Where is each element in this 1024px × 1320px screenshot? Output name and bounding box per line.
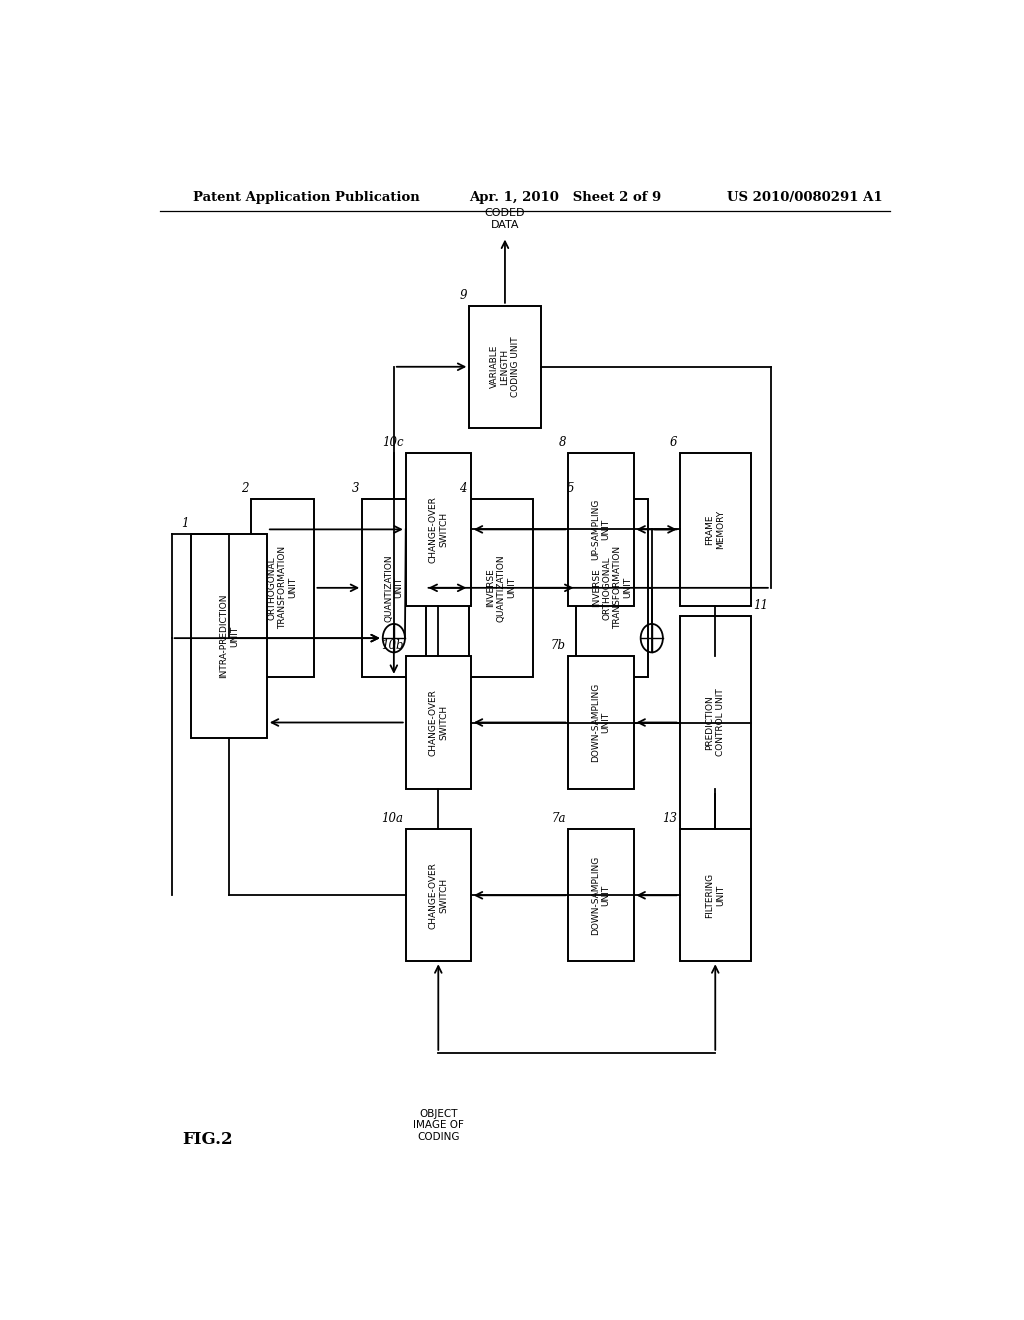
Bar [680, 829, 751, 961]
Text: FILTERING
UNIT: FILTERING UNIT [706, 873, 725, 917]
Bar [469, 499, 532, 677]
Text: INTRA-PREDICTION
UNIT: INTRA-PREDICTION UNIT [219, 594, 239, 678]
Text: Apr. 1, 2010   Sheet 2 of 9: Apr. 1, 2010 Sheet 2 of 9 [469, 190, 662, 203]
Text: 9: 9 [460, 289, 467, 302]
Text: 5: 5 [566, 482, 574, 495]
Text: 4: 4 [460, 482, 467, 495]
Bar [251, 499, 314, 677]
Text: 2: 2 [241, 482, 249, 495]
Text: QUANTIZATION
UNIT: QUANTIZATION UNIT [384, 554, 403, 622]
Text: FRAME
MEMORY: FRAME MEMORY [706, 510, 725, 549]
Bar [191, 535, 267, 738]
Text: 7b: 7b [551, 639, 566, 652]
Bar [680, 453, 751, 606]
Text: INVERSE
ORTHOGONAL
TRANSFORMATION
UNIT: INVERSE ORTHOGONAL TRANSFORMATION UNIT [592, 546, 632, 630]
Text: Patent Application Publication: Patent Application Publication [194, 190, 420, 203]
Text: 10a: 10a [381, 812, 403, 825]
Bar [577, 499, 648, 677]
Text: CHANGE-OVER
SWITCH: CHANGE-OVER SWITCH [429, 862, 447, 929]
Bar [568, 656, 634, 788]
Text: 6: 6 [670, 436, 677, 449]
Bar [406, 829, 471, 961]
Text: DOWN-SAMPLING
UNIT: DOWN-SAMPLING UNIT [591, 855, 610, 935]
Bar [406, 656, 471, 788]
Text: ORTHOGONAL
TRANSFORMATION
UNIT: ORTHOGONAL TRANSFORMATION UNIT [268, 546, 298, 630]
Text: INVERSE
QUANTIZATION
UNIT: INVERSE QUANTIZATION UNIT [486, 554, 516, 622]
Text: 10c: 10c [382, 436, 403, 449]
Text: CHANGE-OVER
SWITCH: CHANGE-OVER SWITCH [429, 496, 447, 562]
Text: US 2010/0080291 A1: US 2010/0080291 A1 [727, 190, 883, 203]
Text: 8: 8 [558, 436, 566, 449]
Text: FIG.2: FIG.2 [182, 1131, 232, 1147]
Text: 10b: 10b [381, 639, 403, 652]
Bar [362, 499, 426, 677]
Text: DOWN-SAMPLING
UNIT: DOWN-SAMPLING UNIT [591, 682, 610, 762]
Text: 11: 11 [754, 599, 768, 611]
Text: UP-SAMPLING
UNIT: UP-SAMPLING UNIT [591, 499, 610, 560]
Text: 1: 1 [181, 517, 189, 531]
Text: 13: 13 [663, 812, 677, 825]
Text: PREDICTION
CONTROL UNIT: PREDICTION CONTROL UNIT [706, 689, 725, 756]
Bar [680, 615, 751, 829]
Text: VARIABLE
LENGTH
CODING UNIT: VARIABLE LENGTH CODING UNIT [490, 337, 520, 397]
Text: OBJECT
IMAGE OF
CODING: OBJECT IMAGE OF CODING [413, 1109, 464, 1142]
Bar [469, 306, 541, 428]
Text: 7a: 7a [552, 812, 566, 825]
Text: CHANGE-OVER
SWITCH: CHANGE-OVER SWITCH [429, 689, 447, 756]
Text: 3: 3 [352, 482, 359, 495]
Bar [406, 453, 471, 606]
Bar [568, 453, 634, 606]
Bar [568, 829, 634, 961]
Text: CODED
DATA: CODED DATA [484, 209, 525, 230]
